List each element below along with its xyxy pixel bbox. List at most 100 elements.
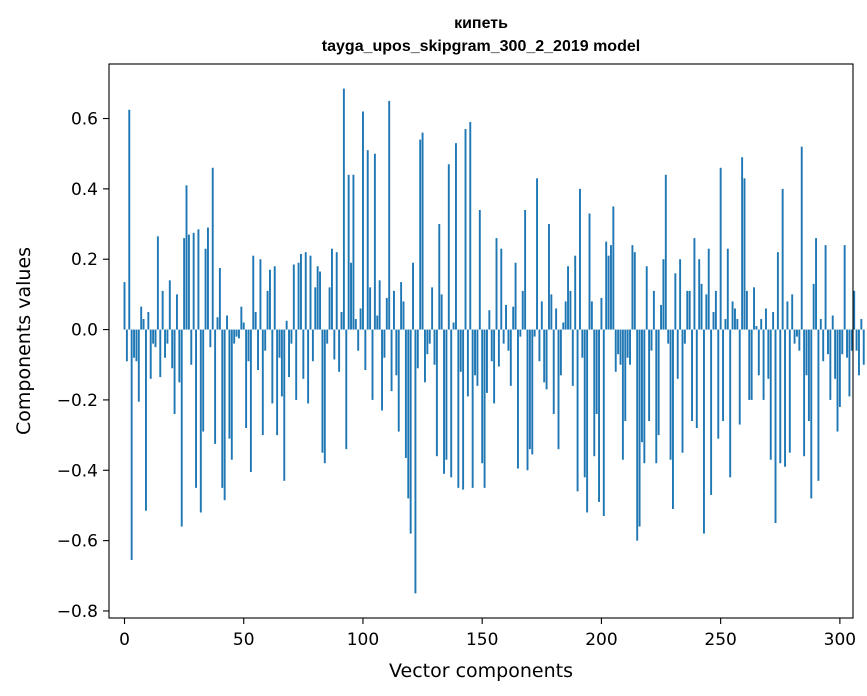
bar — [712, 311, 715, 330]
bar — [562, 322, 565, 330]
bar — [853, 290, 856, 330]
bar — [729, 329, 732, 478]
bar — [197, 229, 200, 330]
bar — [602, 329, 605, 516]
bar — [338, 329, 341, 372]
bar — [290, 329, 293, 344]
x-tick-label: 300 — [824, 630, 856, 650]
bar — [774, 329, 777, 524]
y-tick-label: −0.8 — [57, 602, 98, 622]
bar — [257, 329, 259, 371]
y-tick-label: 0.6 — [71, 110, 98, 130]
bar — [278, 329, 281, 358]
bar — [271, 329, 274, 404]
bar — [333, 329, 336, 360]
bar — [216, 317, 219, 330]
bar — [664, 174, 667, 330]
bar — [412, 262, 414, 330]
bar — [240, 306, 243, 330]
bar — [812, 283, 815, 330]
x-tick-label: 150 — [466, 630, 498, 650]
bar — [242, 322, 245, 330]
bar — [445, 329, 448, 460]
bar — [314, 287, 317, 330]
bar — [495, 238, 498, 330]
x-tick-label: 200 — [585, 630, 617, 650]
bar — [497, 329, 500, 367]
bar — [364, 329, 367, 371]
bar — [710, 329, 713, 495]
bar — [679, 259, 682, 330]
bar — [767, 329, 770, 379]
bar — [810, 329, 813, 499]
bar — [838, 329, 841, 407]
bar — [557, 329, 560, 450]
bar — [526, 329, 529, 471]
bar — [397, 329, 400, 432]
bar — [548, 224, 550, 330]
bar — [691, 329, 693, 422]
bar — [376, 315, 379, 330]
bar — [490, 329, 493, 362]
bar — [435, 329, 438, 457]
bar — [805, 329, 808, 376]
bar — [125, 329, 128, 362]
bar — [779, 329, 782, 464]
bar — [579, 188, 581, 330]
bar — [552, 329, 555, 414]
bar — [266, 290, 269, 330]
bar — [304, 252, 307, 330]
bar — [643, 329, 646, 464]
bar — [686, 290, 689, 330]
bar — [741, 157, 744, 330]
bar — [400, 282, 403, 330]
bar — [381, 329, 383, 411]
bar — [848, 329, 851, 397]
bar — [569, 290, 572, 330]
bar — [726, 248, 729, 330]
bar — [598, 329, 600, 502]
bar — [362, 111, 364, 330]
bar — [624, 329, 627, 422]
bar — [657, 329, 660, 436]
bar — [545, 329, 548, 390]
bar — [428, 329, 431, 344]
bar — [469, 122, 472, 330]
bar — [528, 329, 531, 450]
bar — [574, 255, 577, 330]
bar — [323, 329, 326, 464]
bar — [717, 329, 720, 439]
bar — [161, 290, 164, 330]
bar — [352, 174, 355, 330]
y-tick-label: −0.4 — [57, 461, 98, 481]
bar — [385, 297, 388, 330]
bar — [781, 188, 784, 330]
bar — [180, 329, 183, 527]
bar — [765, 308, 767, 330]
bar — [736, 319, 739, 330]
bar — [619, 329, 622, 365]
bar — [249, 329, 252, 473]
bar — [755, 326, 758, 330]
bar — [345, 329, 348, 450]
bar — [564, 301, 567, 330]
bar — [443, 329, 445, 474]
bar — [149, 329, 152, 379]
bar — [521, 290, 524, 330]
bar — [588, 213, 591, 330]
bar — [288, 329, 290, 378]
bar — [753, 287, 755, 330]
bar — [331, 248, 333, 330]
bar — [259, 259, 262, 330]
bar — [192, 232, 195, 330]
bar — [230, 329, 233, 460]
bar — [347, 174, 350, 330]
bar — [440, 294, 443, 330]
bar — [531, 329, 534, 455]
bar — [311, 329, 314, 362]
bar — [607, 255, 610, 330]
bar — [421, 132, 424, 330]
bar — [800, 146, 803, 330]
bar — [378, 280, 381, 330]
